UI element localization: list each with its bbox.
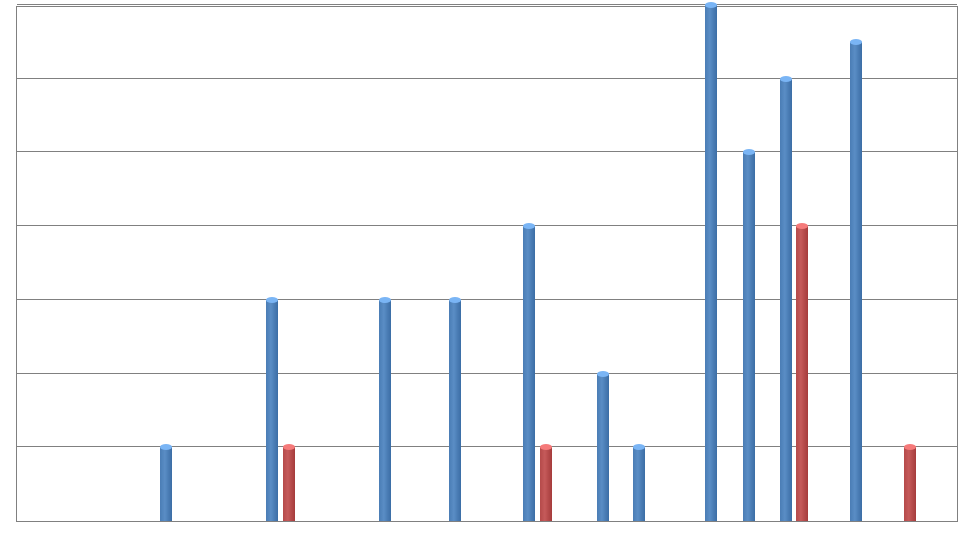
bar-s1 [379,300,391,521]
bar-s1 [633,447,645,521]
bar-s1 [449,300,461,521]
gridline [17,4,957,5]
plot-area [16,6,958,522]
gridline [17,373,957,374]
gridline [17,446,957,447]
bar-s1 [523,226,535,521]
bar-s1 [850,42,862,521]
bar-s2 [283,447,295,521]
bar-chart [0,0,973,534]
bar-s1 [780,79,792,521]
bar-s2 [904,447,916,521]
gridline [17,78,957,79]
gridline [17,225,957,226]
bar-s2 [796,226,808,521]
gridline [17,299,957,300]
bar-s2 [540,447,552,521]
bar-s1 [705,5,717,521]
bar-s1 [266,300,278,521]
bar-s1 [160,447,172,521]
gridline [17,151,957,152]
bar-s1 [597,374,609,521]
bar-s1 [743,152,755,521]
